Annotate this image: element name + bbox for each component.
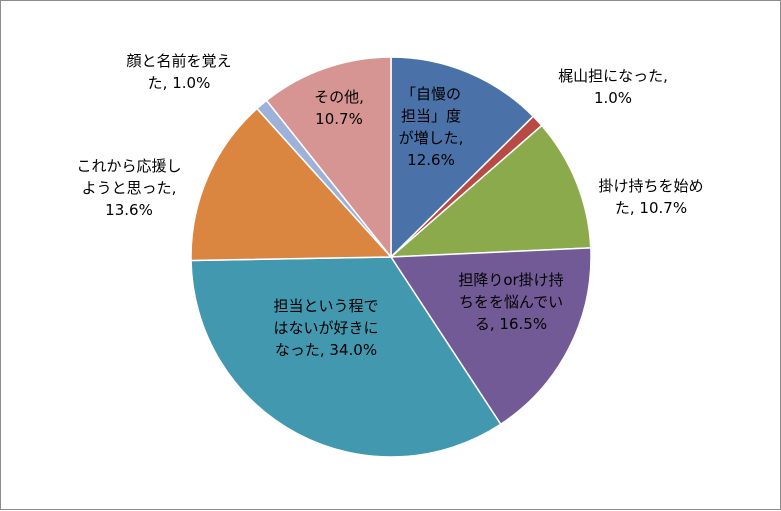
pie-slice-label-6: これから応援しようと思った, 13.6% <box>76 157 181 219</box>
pie-slice-label-line: 梶山担になった, <box>558 67 668 85</box>
pie-slice-label-line: 顔と名前を覚え <box>126 52 231 70</box>
pie-slice-label-1: 「自慢の担当」度が増した, 12.6% <box>399 85 464 169</box>
pie-slice-label-line: ようと思った, <box>82 179 177 197</box>
pie-slice-label-3: 掛け持ちを始めた, 10.7% <box>598 177 703 217</box>
pie-slice-label-line: た, 1.0% <box>148 74 211 92</box>
pie-slice-label-4: 担降りor掛け持ちをを悩んでいる, 16.5% <box>458 271 563 333</box>
pie-slice-label-7: 顔と名前を覚えた, 1.0% <box>126 52 231 92</box>
pie-slice-3 <box>388 124 592 258</box>
pie-labels: 「自慢の担当」度が増した, 12.6%梶山担になった, 1.0%掛け持ちを始めた, … <box>76 52 703 359</box>
pie-slice-label-line: 担当」度 <box>401 107 461 125</box>
pie-slice-label-line: ちをを悩んでい <box>459 293 563 311</box>
pie-slice-8 <box>265 56 392 260</box>
pie-slice-6 <box>190 107 393 262</box>
pie-slice-label-line: 13.6% <box>105 201 153 219</box>
pie-slice-label-8: その他, 10.7% <box>314 88 364 128</box>
pie-slice-5 <box>190 256 502 458</box>
pie-slice-label-line: 1.0% <box>594 89 632 107</box>
pie-slice-label-line: 10.7% <box>315 110 363 128</box>
pie-slice-label-line: 12.6% <box>407 151 455 169</box>
pie-slices <box>190 56 592 458</box>
pie-slice-label-2: 梶山担になった, 1.0% <box>558 67 668 107</box>
pie-slice-label-line: その他, <box>314 88 364 106</box>
pie-slice-label-line: これから応援し <box>76 157 181 175</box>
pie-slice-label-line: が増した, <box>399 129 464 147</box>
pie-slice-4 <box>389 247 592 426</box>
pie-slice-label-5: 担当という程ではないが好きになった, 34.0% <box>273 297 378 359</box>
pie-slice-label-line: 担当という程で <box>273 297 378 315</box>
pie-slice-label-line: 担降りor掛け持 <box>458 271 563 289</box>
pie-slice-1 <box>390 56 535 259</box>
pie-slice-label-line: た, 10.7% <box>615 199 687 217</box>
pie-slice-label-line: る, 16.5% <box>475 315 547 333</box>
pie-slice-label-line: 掛け持ちを始め <box>598 177 703 195</box>
pie-slice-label-line: なった, 34.0% <box>275 341 377 359</box>
pie-slice-label-line: はないが好きに <box>273 319 378 337</box>
pie-slice-label-line: 「自慢の <box>401 85 461 103</box>
